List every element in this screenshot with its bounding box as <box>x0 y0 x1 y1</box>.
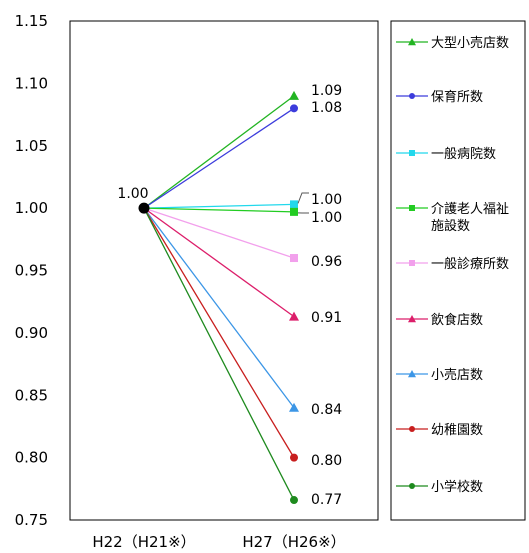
plot-area <box>69 20 379 521</box>
legend-label: 保育所数 <box>431 89 483 105</box>
legend-label: 大型小売店数 <box>431 35 509 51</box>
data-point <box>290 453 298 462</box>
series-line <box>143 207 295 409</box>
legend-label: 幼稚園数 <box>431 423 483 438</box>
y-tick-label: 1.05 <box>15 137 48 155</box>
end-value-label: 1.00 <box>311 210 342 226</box>
legend-label: 小売店数 <box>431 367 483 383</box>
legend-label: 飲食店数 <box>431 312 483 328</box>
data-point <box>290 254 298 263</box>
legend-marker <box>409 205 415 211</box>
y-tick-label: 0.95 <box>15 262 48 280</box>
legend-box <box>390 20 526 521</box>
y-tick-label: 0.80 <box>15 449 48 467</box>
legend-marker <box>409 93 415 99</box>
end-value-label: 1.00 <box>311 192 342 208</box>
legend-marker <box>409 150 415 156</box>
data-labels: 1.00 1.091.08 1.00 1.00 0.96 0.91 0.84 0.80 0.77 <box>117 83 342 508</box>
series-line <box>143 207 295 213</box>
series-line <box>143 207 295 458</box>
legend-label: 施設数 <box>431 218 470 234</box>
legend-marker <box>409 483 415 489</box>
end-value-label: 0.77 <box>311 492 342 508</box>
y-tick-label: 1.15 <box>15 12 48 30</box>
y-tick-label: 0.75 <box>15 511 48 529</box>
y-axis: 0.75 0.80 0.85 0.90 0.95 1.00 1.05 1.10 1.15 <box>15 12 48 529</box>
legend-marker <box>408 370 416 378</box>
legend-label: 一般診療所数 <box>431 256 509 272</box>
series-line <box>143 95 295 209</box>
series-line <box>143 203 295 209</box>
legend-marker <box>408 315 416 323</box>
legend: 大型小売店数保育所数一般病院数介護老人福祉施設数一般診療所数飲食店数小売店数幼稚… <box>390 20 526 521</box>
end-value-label: 0.80 <box>311 453 342 469</box>
series-line <box>143 207 295 318</box>
legend-marker <box>409 426 415 432</box>
series-line <box>143 207 295 501</box>
end-value-label: 1.09 <box>311 83 342 99</box>
data-point <box>290 104 298 113</box>
data-point <box>290 207 298 216</box>
end-value-label: 0.84 <box>311 402 342 418</box>
data-point <box>290 200 298 209</box>
legend-label: 一般病院数 <box>431 146 496 162</box>
x-tick-label: H22（H21※） <box>92 533 195 551</box>
series-lines <box>138 90 299 505</box>
data-point <box>289 402 299 412</box>
series-line <box>143 207 295 259</box>
end-value-label: 0.96 <box>311 254 342 270</box>
legend-marker <box>409 260 415 266</box>
legend-label: 小学校数 <box>431 479 483 495</box>
x-axis: H22（H21※） H27（H26※） <box>92 533 345 551</box>
start-point <box>138 202 150 214</box>
data-point <box>289 311 299 321</box>
start-value-label: 1.00 <box>117 186 148 202</box>
y-tick-label: 0.85 <box>15 386 48 404</box>
y-tick-label: 1.00 <box>15 199 48 217</box>
data-point <box>289 90 299 100</box>
legend-marker <box>408 38 416 46</box>
end-value-label: 1.08 <box>311 100 342 116</box>
y-tick-label: 0.90 <box>15 324 48 342</box>
label-leader-line <box>297 192 309 204</box>
end-value-label: 0.91 <box>311 310 342 326</box>
data-point <box>290 496 298 505</box>
y-tick-label: 1.10 <box>15 74 48 92</box>
legend-label: 介護老人福祉 <box>431 201 509 217</box>
series-line <box>143 107 295 209</box>
x-tick-label: H27（H26※） <box>242 533 345 551</box>
